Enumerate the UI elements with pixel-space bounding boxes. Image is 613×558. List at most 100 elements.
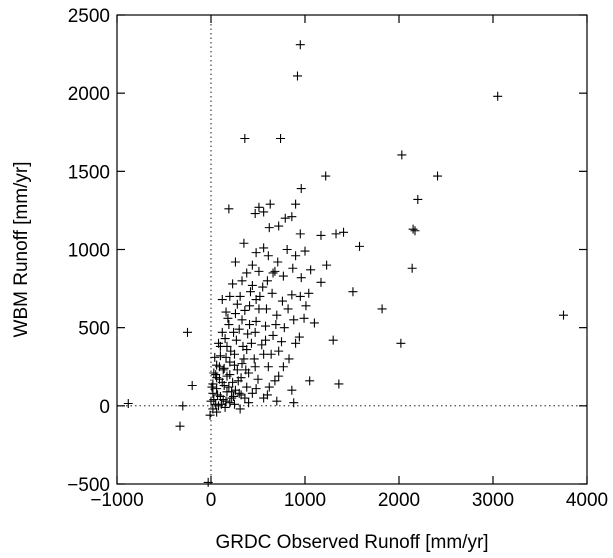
data-point xyxy=(237,359,247,369)
data-point xyxy=(339,227,349,237)
data-point xyxy=(231,335,241,345)
data-point xyxy=(321,171,331,181)
data-point xyxy=(270,376,280,386)
data-point xyxy=(433,171,443,181)
data-point xyxy=(316,230,326,240)
data-point xyxy=(210,352,220,362)
data-point xyxy=(258,282,268,292)
y-tick-labels: −500 0 500 1000 1500 2000 2500 xyxy=(67,6,110,496)
plot-frame xyxy=(116,14,588,485)
data-point xyxy=(306,265,316,275)
data-point xyxy=(254,266,264,276)
data-point xyxy=(254,304,264,314)
data-point xyxy=(221,307,231,317)
data-point xyxy=(268,330,278,340)
data-point xyxy=(559,310,568,320)
data-point xyxy=(271,320,281,330)
data-point xyxy=(408,224,418,234)
data-point xyxy=(274,371,284,381)
data-point xyxy=(229,327,239,337)
data-point xyxy=(237,276,247,286)
data-point xyxy=(296,273,306,283)
data-point xyxy=(240,305,250,315)
data-point xyxy=(277,337,286,347)
data-point xyxy=(251,384,261,394)
data-point xyxy=(217,377,227,387)
data-point xyxy=(270,266,280,276)
axis-ticks xyxy=(116,14,588,485)
data-point xyxy=(264,382,274,392)
y-tick-label: −500 xyxy=(67,475,110,496)
data-point xyxy=(250,327,260,337)
data-point xyxy=(245,320,255,330)
data-point xyxy=(217,327,227,337)
data-point xyxy=(276,134,286,144)
data-point xyxy=(123,398,133,408)
data-point xyxy=(230,399,239,409)
data-point xyxy=(261,335,271,345)
data-point xyxy=(263,362,273,372)
y-tick-label: 0 xyxy=(99,397,110,418)
data-point xyxy=(283,304,293,314)
data-point xyxy=(244,398,254,408)
x-tick-label: 0 xyxy=(206,490,217,511)
data-point xyxy=(377,304,387,314)
data-point xyxy=(295,229,305,239)
data-point xyxy=(263,251,273,261)
data-point xyxy=(253,374,263,384)
data-point xyxy=(224,320,234,330)
data-point xyxy=(295,291,305,301)
data-point xyxy=(304,288,314,298)
data-point xyxy=(225,370,235,380)
data-point xyxy=(215,351,225,361)
data-point xyxy=(229,391,239,401)
data-point xyxy=(230,257,240,267)
y-axis-label: WBM Runoff [mm/yr] xyxy=(11,162,32,338)
data-point xyxy=(284,354,294,364)
data-point xyxy=(237,315,247,325)
data-point xyxy=(309,318,319,328)
data-point xyxy=(262,276,272,286)
y-tick-label: 1000 xyxy=(68,241,110,262)
y-tick-label: 2000 xyxy=(68,84,110,105)
data-point xyxy=(225,291,235,301)
data-point xyxy=(413,194,423,204)
data-point xyxy=(264,223,274,233)
data-point xyxy=(331,229,341,239)
data-point xyxy=(235,404,245,414)
data-point xyxy=(261,304,271,314)
data-point xyxy=(300,246,310,256)
data-point xyxy=(239,238,249,248)
data-point xyxy=(205,410,215,420)
data-point xyxy=(259,207,269,217)
data-point xyxy=(228,377,238,387)
data-point xyxy=(299,313,309,323)
data-point xyxy=(235,291,245,301)
data-point xyxy=(257,340,267,350)
data-point xyxy=(289,398,299,408)
data-point xyxy=(296,184,306,194)
data-point xyxy=(261,321,271,331)
data-point xyxy=(251,316,261,326)
data-point xyxy=(280,213,290,223)
data-point xyxy=(234,324,244,334)
x-tick-label: −1000 xyxy=(90,490,143,511)
data-point xyxy=(220,334,230,344)
x-tick-labels: −1000 0 1000 2000 3000 4000 xyxy=(90,490,608,511)
data-point xyxy=(292,71,302,81)
data-point xyxy=(251,248,261,258)
data-point xyxy=(272,310,282,320)
data-point xyxy=(225,398,235,408)
data-point xyxy=(247,280,257,290)
data-point xyxy=(211,399,221,409)
data-point xyxy=(183,327,192,337)
data-point xyxy=(272,396,282,406)
data-point xyxy=(209,368,219,378)
data-point xyxy=(249,354,259,364)
data-point xyxy=(243,329,253,339)
data-point xyxy=(212,384,222,394)
data-point xyxy=(206,396,216,406)
data-point xyxy=(214,362,224,372)
data-point xyxy=(187,381,197,391)
data-point xyxy=(407,263,417,273)
